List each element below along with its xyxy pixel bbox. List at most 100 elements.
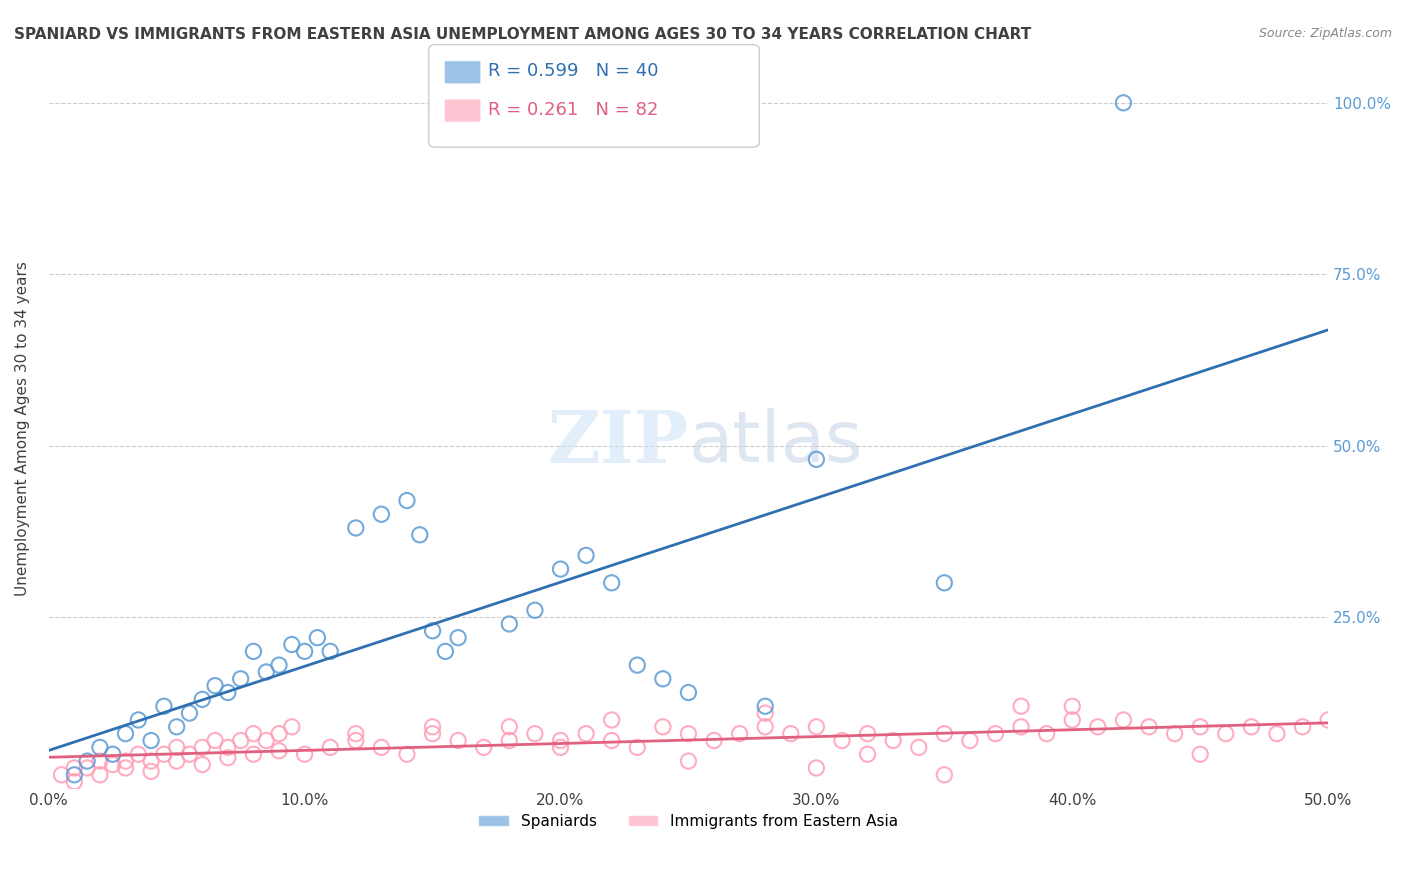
- Point: [242, 747, 264, 762]
- Point: [191, 692, 214, 706]
- Point: [1265, 726, 1288, 740]
- Point: [550, 562, 572, 576]
- Point: [422, 726, 444, 740]
- Point: [101, 757, 124, 772]
- Point: [76, 761, 98, 775]
- Text: Source: ZipAtlas.com: Source: ZipAtlas.com: [1258, 27, 1392, 40]
- Point: [1112, 713, 1135, 727]
- Point: [1112, 95, 1135, 110]
- Point: [319, 644, 342, 658]
- Point: [523, 726, 546, 740]
- Point: [1137, 720, 1160, 734]
- Point: [166, 740, 188, 755]
- Point: [281, 638, 304, 652]
- Point: [395, 747, 418, 762]
- Point: [217, 750, 239, 764]
- Point: [281, 720, 304, 734]
- Point: [267, 658, 290, 673]
- Point: [678, 726, 700, 740]
- Point: [294, 644, 316, 658]
- Point: [344, 521, 367, 535]
- Point: [370, 740, 392, 755]
- Legend: Spaniards, Immigrants from Eastern Asia: Spaniards, Immigrants from Eastern Asia: [472, 807, 904, 835]
- Point: [422, 624, 444, 638]
- Point: [575, 549, 598, 563]
- Point: [779, 726, 801, 740]
- Point: [114, 726, 136, 740]
- Point: [1291, 720, 1313, 734]
- Point: [984, 726, 1007, 740]
- Point: [1035, 726, 1057, 740]
- Text: R = 0.599   N = 40: R = 0.599 N = 40: [488, 62, 658, 80]
- Point: [395, 493, 418, 508]
- Point: [498, 616, 520, 631]
- Point: [139, 733, 162, 747]
- Point: [806, 720, 828, 734]
- Point: [600, 733, 623, 747]
- Point: [498, 733, 520, 747]
- Point: [51, 768, 73, 782]
- Point: [472, 740, 495, 755]
- Text: ZIP: ZIP: [547, 408, 689, 478]
- Point: [179, 706, 201, 720]
- Point: [179, 747, 201, 762]
- Point: [447, 631, 470, 645]
- Point: [856, 726, 879, 740]
- Point: [754, 699, 776, 714]
- Point: [191, 740, 214, 755]
- Point: [254, 733, 277, 747]
- Point: [242, 644, 264, 658]
- Point: [550, 733, 572, 747]
- Y-axis label: Unemployment Among Ages 30 to 34 years: Unemployment Among Ages 30 to 34 years: [15, 261, 30, 596]
- Point: [114, 754, 136, 768]
- Point: [703, 733, 725, 747]
- Point: [204, 733, 226, 747]
- Point: [1010, 720, 1032, 734]
- Point: [1215, 726, 1237, 740]
- Text: SPANIARD VS IMMIGRANTS FROM EASTERN ASIA UNEMPLOYMENT AMONG AGES 30 TO 34 YEARS : SPANIARD VS IMMIGRANTS FROM EASTERN ASIA…: [14, 27, 1032, 42]
- Point: [267, 744, 290, 758]
- Point: [523, 603, 546, 617]
- Point: [1240, 720, 1263, 734]
- Point: [319, 740, 342, 755]
- Point: [1189, 747, 1212, 762]
- Point: [153, 747, 176, 762]
- Point: [806, 761, 828, 775]
- Point: [89, 768, 111, 782]
- Point: [626, 658, 648, 673]
- Point: [370, 507, 392, 521]
- Point: [229, 733, 252, 747]
- Point: [550, 740, 572, 755]
- Text: atlas: atlas: [689, 409, 863, 477]
- Point: [63, 768, 86, 782]
- Point: [166, 720, 188, 734]
- Point: [728, 726, 751, 740]
- Point: [831, 733, 853, 747]
- Point: [139, 754, 162, 768]
- Point: [307, 631, 329, 645]
- Point: [907, 740, 929, 755]
- Point: [754, 720, 776, 734]
- Point: [447, 733, 470, 747]
- Point: [89, 754, 111, 768]
- Point: [600, 713, 623, 727]
- Point: [882, 733, 904, 747]
- Point: [344, 726, 367, 740]
- Point: [89, 740, 111, 755]
- Point: [1189, 720, 1212, 734]
- Point: [934, 768, 956, 782]
- Point: [422, 720, 444, 734]
- Point: [254, 665, 277, 679]
- Text: R = 0.261   N = 82: R = 0.261 N = 82: [488, 101, 658, 119]
- Point: [294, 747, 316, 762]
- Point: [204, 679, 226, 693]
- Point: [127, 713, 149, 727]
- Point: [856, 747, 879, 762]
- Point: [153, 699, 176, 714]
- Point: [754, 706, 776, 720]
- Point: [191, 757, 214, 772]
- Point: [575, 726, 598, 740]
- Point: [1062, 699, 1084, 714]
- Point: [229, 672, 252, 686]
- Point: [217, 685, 239, 699]
